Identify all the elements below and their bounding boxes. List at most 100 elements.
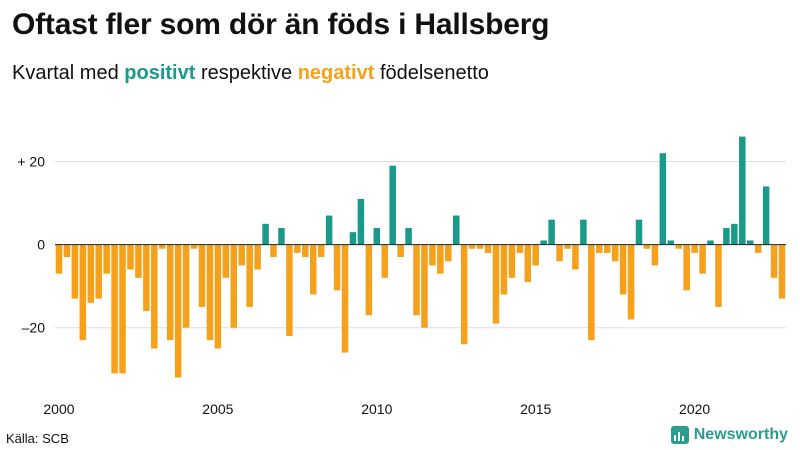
bar (516, 244, 524, 253)
bar (325, 215, 333, 245)
bar (198, 244, 206, 307)
bar (476, 244, 484, 249)
bar (739, 136, 746, 245)
bar (159, 244, 166, 249)
x-tick-label: 2005 (202, 401, 233, 417)
bar (715, 244, 722, 307)
bar (437, 244, 444, 274)
bar (492, 244, 500, 324)
bar (135, 244, 142, 278)
y-tick-label: –20 (22, 320, 46, 336)
bar (119, 244, 126, 374)
bar (278, 228, 285, 245)
bar (63, 244, 71, 258)
bar (349, 232, 357, 245)
bar (71, 244, 79, 299)
bar (357, 198, 365, 245)
bar (143, 244, 150, 312)
subtitle-middle: respektive (200, 62, 293, 84)
bar (182, 244, 190, 328)
bar (397, 244, 404, 258)
newsworthy-icon (670, 426, 689, 444)
bar (166, 244, 174, 341)
bar (445, 244, 452, 262)
bar (643, 244, 651, 249)
bar (333, 244, 341, 291)
bar (524, 244, 532, 282)
bar (254, 244, 261, 270)
bar (659, 153, 667, 245)
bar (603, 244, 611, 253)
bar (746, 240, 754, 245)
bar (532, 244, 539, 266)
y-tick-label: + 20 (17, 154, 45, 170)
bar (754, 244, 762, 253)
bar (707, 240, 714, 245)
bar (588, 244, 595, 341)
chart-title: Oftast fler som dör än föds i Hallsberg (12, 8, 550, 41)
bar (580, 219, 587, 245)
x-tick-label: 2020 (679, 401, 710, 417)
bar (731, 223, 738, 245)
bar (405, 228, 412, 245)
bar (627, 244, 635, 320)
bar (572, 244, 579, 270)
bar (222, 244, 230, 278)
bar (309, 244, 317, 295)
bar (484, 244, 492, 253)
bar (174, 244, 182, 378)
bar (246, 244, 253, 307)
bar (317, 244, 325, 258)
bar (429, 244, 436, 266)
bar (190, 244, 198, 249)
bar (556, 244, 563, 262)
x-tick-label: 2000 (43, 401, 74, 417)
bar (55, 244, 63, 274)
bar (500, 244, 508, 295)
bar (770, 244, 778, 278)
bar (373, 228, 381, 245)
bar (611, 244, 619, 262)
bar (723, 228, 730, 245)
bar (103, 244, 110, 274)
bar (778, 244, 786, 299)
bar (262, 223, 269, 245)
bar (508, 244, 516, 278)
newsworthy-logo: Newsworthy (670, 426, 788, 444)
bar (151, 244, 158, 349)
y-tick-label: 0 (37, 237, 45, 253)
bar (381, 244, 389, 278)
bar (206, 244, 214, 341)
bar (452, 215, 460, 245)
bar (270, 244, 277, 258)
bar (762, 186, 770, 245)
bar (79, 244, 87, 341)
bar (95, 244, 102, 299)
subtitle-suffix: födelsenetto (379, 62, 489, 84)
subtitle-negative: negativt (297, 62, 375, 84)
bar (286, 244, 293, 336)
bar (651, 244, 659, 266)
subtitle-positive: positivt (124, 62, 196, 84)
x-tick-label: 2010 (361, 401, 392, 417)
bar (230, 244, 238, 328)
bar (667, 240, 675, 245)
bar (238, 244, 245, 266)
bar (127, 244, 134, 270)
bar (691, 244, 698, 253)
bar (699, 244, 706, 274)
bar (302, 244, 309, 258)
bar (460, 244, 468, 345)
bar (111, 244, 118, 374)
bar (389, 165, 396, 245)
bar (683, 244, 690, 291)
x-tick-label: 2015 (520, 401, 551, 417)
subtitle-prefix: Kvartal med (12, 62, 119, 84)
bar (87, 244, 95, 303)
bar (548, 219, 555, 245)
chart-subtitle: Kvartal med positivt respektive negativt… (12, 62, 489, 85)
brand-name: Newsworthy (693, 426, 788, 443)
bar (596, 244, 603, 253)
bar (635, 219, 643, 245)
